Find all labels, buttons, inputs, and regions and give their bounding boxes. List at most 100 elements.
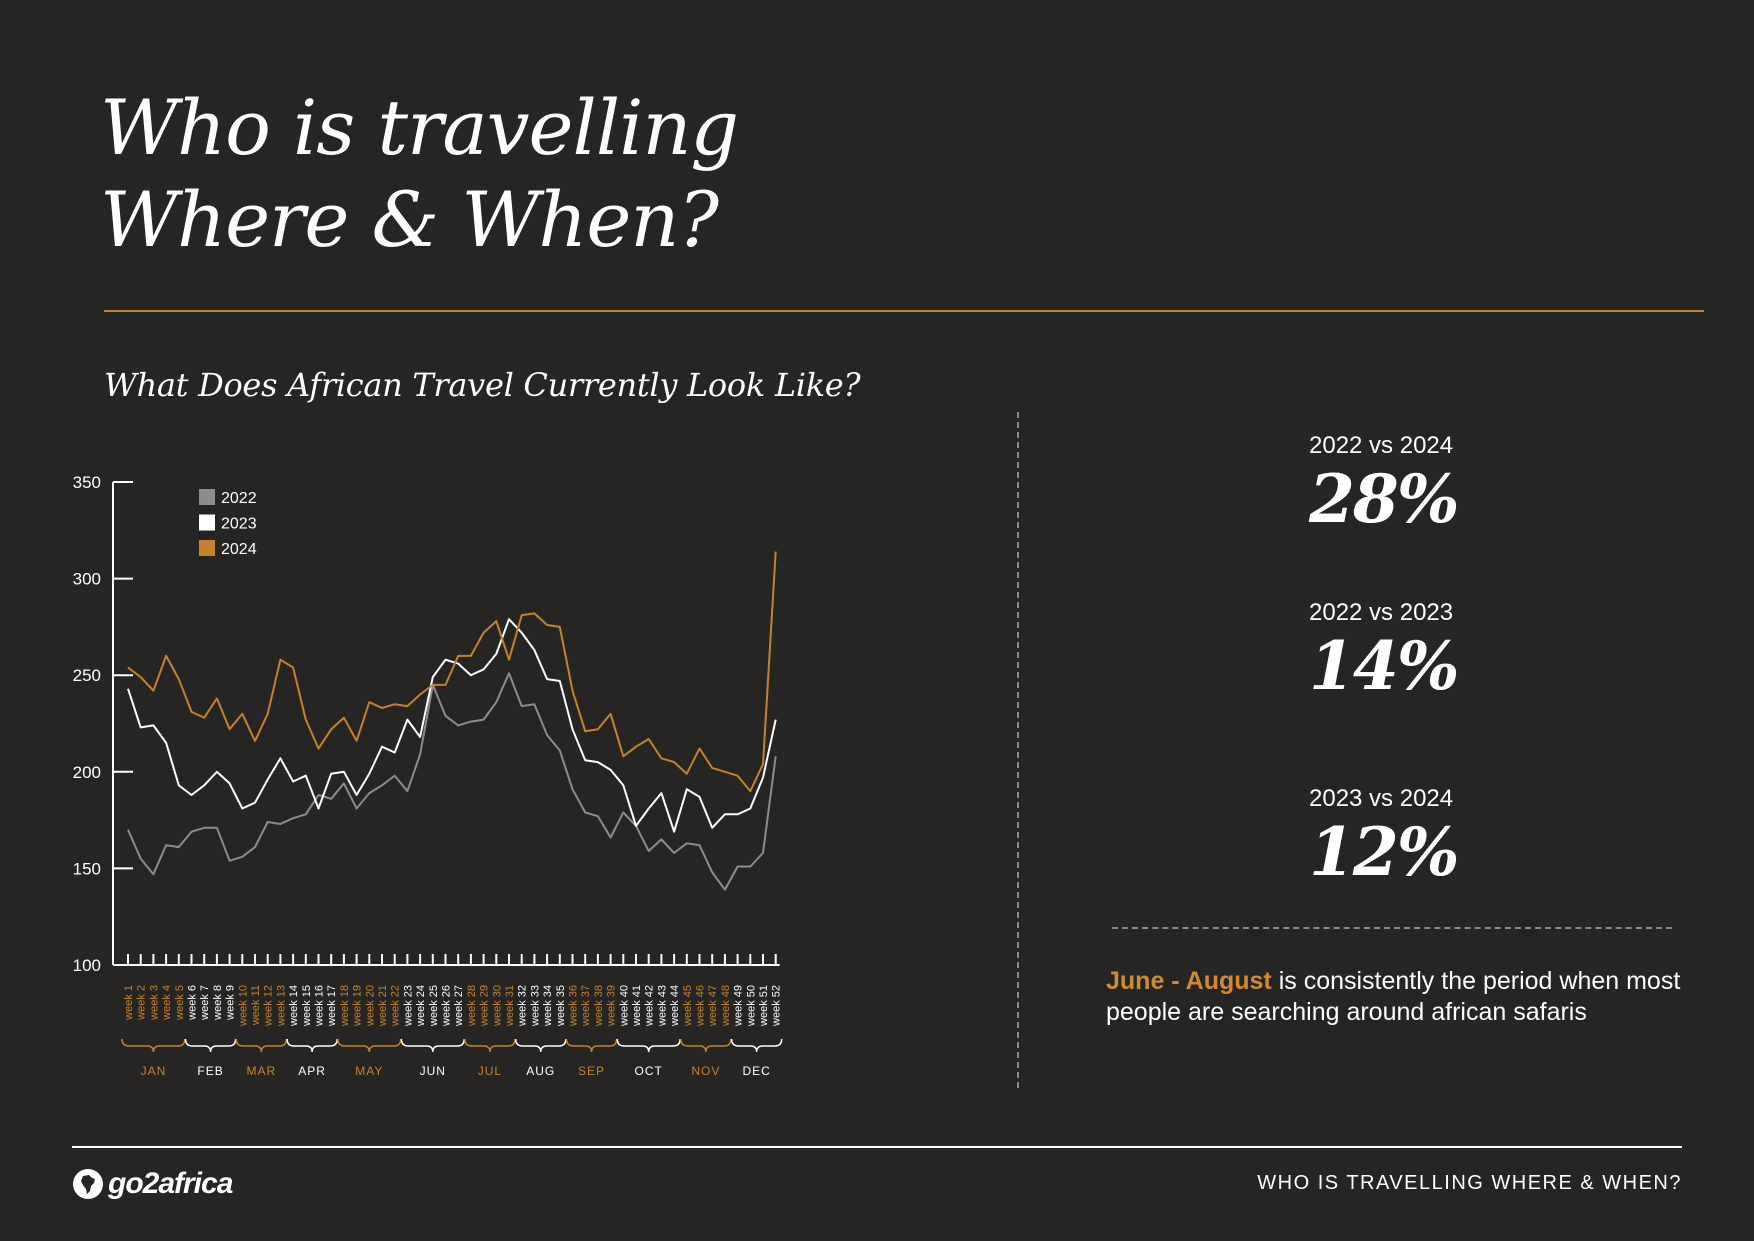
y-tick-label: 150 xyxy=(73,859,101,878)
stat-2022-vs-2024: 2022 vs 2024 28% xyxy=(1309,432,1460,538)
x-tick-label: week 18 xyxy=(339,985,351,1027)
section-subtitle: What Does African Travel Currently Look … xyxy=(104,366,861,404)
footer-title: WHO IS TRAVELLING WHERE & WHEN? xyxy=(1257,1172,1682,1194)
x-tick-label: week 34 xyxy=(542,985,554,1027)
x-tick-label: week 2 xyxy=(136,985,148,1021)
month-brace xyxy=(514,1038,567,1053)
legend-label-2023: 2023 xyxy=(221,516,257,533)
x-tick-label: week 38 xyxy=(593,985,605,1027)
x-tick-label: week 17 xyxy=(326,985,338,1027)
stat-label: 2023 vs 2024 xyxy=(1309,785,1454,812)
month-brace xyxy=(464,1038,516,1053)
x-tick-label: week 22 xyxy=(390,985,402,1027)
brand-name: go2africa xyxy=(108,1167,233,1200)
stat-2022-vs-2023: 2022 vs 2023 14% xyxy=(1309,599,1460,705)
month-brace xyxy=(337,1038,402,1053)
x-tick-label: week 49 xyxy=(733,985,745,1027)
x-tick-label: week 11 xyxy=(250,985,262,1026)
x-tick-label: week 31 xyxy=(504,985,516,1027)
stats-divider xyxy=(1112,927,1672,929)
insight-highlight: June - August xyxy=(1106,967,1272,995)
x-tick-label: week 30 xyxy=(491,985,503,1027)
insight-text: is consistently the period when most peo… xyxy=(1106,967,1681,1026)
insight-note: June - August is consistently the period… xyxy=(1106,966,1706,1028)
x-tick-label: week 28 xyxy=(466,985,478,1027)
x-tick-label: week 1 xyxy=(123,985,135,1021)
month-brace xyxy=(286,1038,338,1053)
x-tick-label: week 10 xyxy=(237,985,249,1027)
legend-swatch-2024 xyxy=(199,540,215,556)
legend-swatch-2022 xyxy=(199,489,215,505)
brand-logo[interactable]: go2africa xyxy=(72,1167,233,1201)
stat-value: 28% xyxy=(1309,460,1460,538)
month-label: JUN xyxy=(420,1064,446,1078)
x-tick-label: week 27 xyxy=(453,985,465,1027)
y-tick-label: 200 xyxy=(73,763,101,782)
x-tick-label: week 40 xyxy=(618,985,630,1027)
x-tick-label: week 47 xyxy=(707,985,719,1027)
x-tick-label: week 12 xyxy=(263,985,275,1027)
month-brace xyxy=(121,1038,186,1053)
africa-globe-icon xyxy=(73,1169,103,1199)
x-tick-label: week 5 xyxy=(174,985,186,1021)
stat-label: 2022 vs 2024 xyxy=(1309,432,1454,459)
x-tick-label: week 29 xyxy=(479,985,491,1027)
month-label: OCT xyxy=(635,1064,663,1078)
stat-label: 2022 vs 2023 xyxy=(1309,599,1454,626)
stat-value: 14% xyxy=(1309,627,1460,705)
x-tick-label: week 35 xyxy=(555,985,567,1027)
month-brace xyxy=(616,1038,681,1053)
stat-value: 12% xyxy=(1309,813,1460,891)
page-title: Who is travelling Where & When? xyxy=(100,82,739,266)
x-tick-label: week 42 xyxy=(644,985,656,1027)
title-divider xyxy=(104,310,1704,312)
month-label: MAR xyxy=(247,1064,277,1078)
x-tick-label: week 45 xyxy=(682,985,694,1027)
x-tick-label: week 26 xyxy=(441,985,453,1027)
y-tick-label: 100 xyxy=(73,956,101,975)
x-tick-label: week 39 xyxy=(606,985,618,1027)
month-label: JAN xyxy=(141,1064,167,1078)
x-tick-label: week 20 xyxy=(364,985,376,1027)
month-label: APR xyxy=(298,1064,326,1078)
legend-swatch-2023 xyxy=(199,514,215,531)
x-tick-label: week 25 xyxy=(428,985,440,1027)
x-tick-label: week 15 xyxy=(301,985,313,1027)
month-brace xyxy=(400,1038,465,1053)
footer-divider xyxy=(72,1146,1682,1148)
x-tick-label: week 19 xyxy=(352,985,364,1027)
y-tick-label: 300 xyxy=(73,570,101,589)
month-label: JUL xyxy=(478,1064,502,1078)
x-tick-label: week 52 xyxy=(771,985,783,1027)
month-label: FEB xyxy=(197,1064,223,1078)
x-tick-label: week 24 xyxy=(415,985,427,1027)
stat-2023-vs-2024: 2023 vs 2024 12% xyxy=(1309,785,1460,891)
month-brace xyxy=(730,1038,783,1053)
x-tick-label: week 48 xyxy=(720,985,732,1027)
series-line-2022 xyxy=(127,672,777,891)
x-tick-label: week 7 xyxy=(199,985,211,1021)
vertical-divider xyxy=(1017,412,1019,1088)
x-tick-label: week 32 xyxy=(517,985,529,1027)
legend-label-2024: 2024 xyxy=(221,541,257,558)
month-brace xyxy=(565,1038,618,1053)
month-label: MAY xyxy=(355,1064,383,1078)
x-tick-label: week 41 xyxy=(631,985,643,1027)
x-tick-label: week 4 xyxy=(161,985,173,1021)
month-brace xyxy=(680,1038,732,1053)
month-label: NOV xyxy=(691,1064,720,1078)
month-label: SEP xyxy=(578,1064,605,1078)
series-line-2024 xyxy=(127,551,777,793)
y-tick-label: 350 xyxy=(73,473,101,492)
x-tick-label: week 13 xyxy=(275,985,287,1027)
y-tick-label: 250 xyxy=(73,666,101,685)
legend-label-2022: 2022 xyxy=(221,490,257,507)
x-tick-label: week 33 xyxy=(529,985,541,1027)
series-line-2023 xyxy=(127,618,777,833)
x-tick-label: week 23 xyxy=(402,985,414,1027)
x-tick-label: week 14 xyxy=(288,985,300,1027)
title-line-1: Who is travelling xyxy=(100,83,739,172)
x-tick-label: week 6 xyxy=(187,985,199,1021)
month-label: DEC xyxy=(742,1064,770,1078)
